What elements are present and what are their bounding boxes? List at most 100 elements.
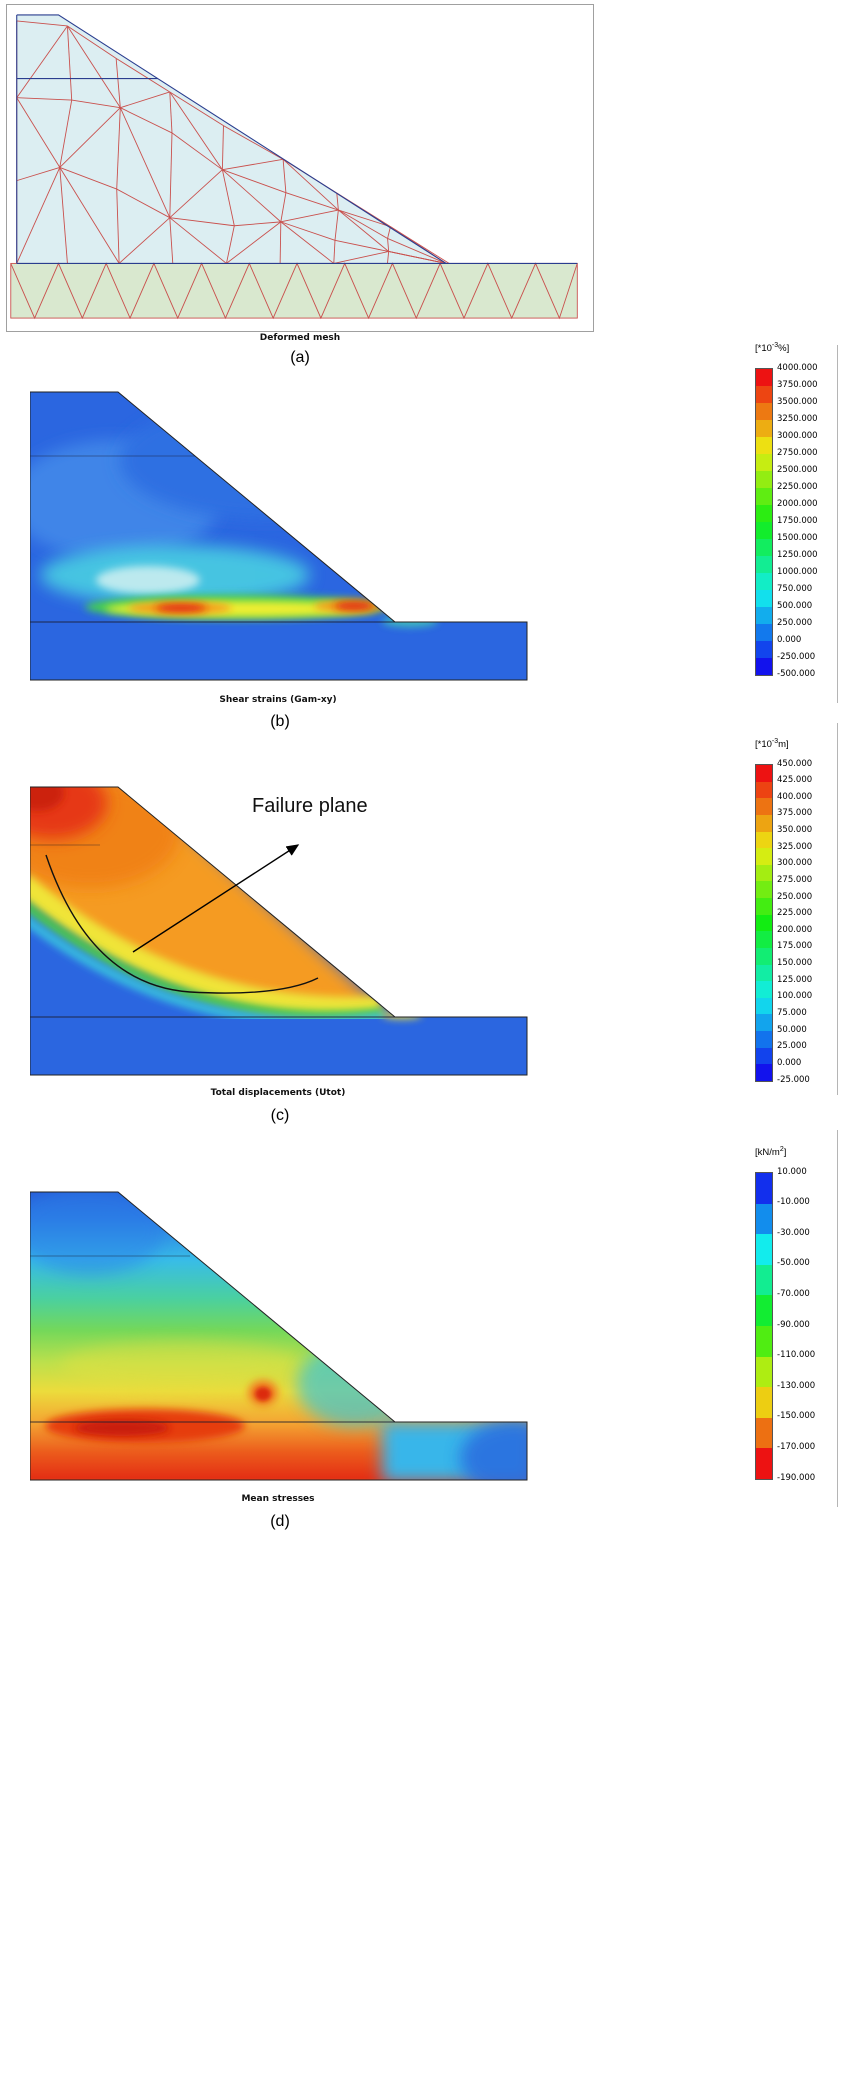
unit-suffix: ]	[783, 1147, 787, 1159]
legend-color-band	[756, 471, 772, 488]
legend-color-band	[756, 1264, 772, 1296]
color-legend-displacements: [*10-3m] 450.000 425.000 400.000 375.000 350…	[755, 738, 841, 1085]
legend-tick-label: 750.000	[777, 583, 813, 594]
deformed-mesh-panel	[6, 4, 594, 332]
legend-tick-label: -250.000	[777, 651, 816, 662]
legend-color-band	[756, 556, 772, 573]
legend-tick-label: 175.000	[777, 941, 813, 952]
legend-color-band	[756, 1064, 772, 1081]
legend-tick-labels: 450.000 425.000 400.000 375.000 350.000 325.0…	[777, 759, 839, 1085]
legend-color-band	[756, 386, 772, 403]
soil-boundary-outline	[30, 1191, 528, 1481]
legend-tick-label: 0.000	[777, 1057, 802, 1068]
color-legend-mean-stresses: [kN/m2] 10.000 -10.000 -30.000 -50.000 -70.0…	[755, 1146, 841, 1483]
legend-color-band	[756, 914, 772, 932]
legend-tick-label: 400.000	[777, 791, 813, 802]
legend-tick-label: -10.000	[777, 1197, 810, 1208]
legend-color-band	[756, 369, 772, 386]
legend-tick-label: 100.000	[777, 991, 813, 1002]
unit-exponent: -3	[771, 738, 779, 745]
legend-tick-label: 325.000	[777, 841, 813, 852]
soil-boundary-outline	[30, 391, 528, 681]
legend-tick-label: 3500.000	[777, 396, 818, 407]
legend-color-bar	[755, 1172, 773, 1480]
unit-suffix: m]	[778, 739, 789, 751]
legend-color-band	[756, 931, 772, 948]
legend-tick-label: -130.000	[777, 1380, 816, 1391]
legend-color-band	[756, 1356, 772, 1388]
original-geometry-outline	[16, 14, 578, 264]
legend-tick-label: 500.000	[777, 600, 813, 611]
legend-color-band	[756, 1417, 772, 1449]
legend-color-band	[756, 573, 772, 590]
legend-color-band	[756, 1234, 772, 1265]
legend-color-band	[756, 590, 772, 607]
legend-tick-label: 2750.000	[777, 447, 818, 458]
legend-tick-label: -190.000	[777, 1472, 816, 1483]
embankment-region	[16, 14, 447, 264]
legend-color-band	[756, 539, 772, 556]
legend-color-band	[756, 624, 772, 641]
legend-color-band	[756, 437, 772, 454]
subfigure-label-a: (a)	[290, 349, 310, 366]
color-legend-shear-strains: [*10-3%] 4000.000 3750.000 3500.000 3250.00…	[755, 342, 841, 678]
legend-tick-label: 225.000	[777, 908, 813, 919]
failure-plane-annotation: Failure plane	[252, 795, 368, 817]
legend-tick-label: -25.000	[777, 1074, 810, 1085]
shear-strain-contours	[30, 392, 527, 680]
legend-color-band	[756, 1387, 772, 1418]
legend-unit-label: [*10-3m]	[755, 738, 841, 752]
legend-color-band	[756, 864, 772, 882]
legend-tick-label: 0.000	[777, 634, 802, 645]
unit-prefix: [*10	[755, 739, 772, 751]
legend-color-band	[756, 848, 772, 865]
legend-color-band	[756, 641, 772, 658]
legend-color-band	[756, 1014, 772, 1031]
legend-tick-label: 2500.000	[777, 464, 818, 475]
legend-color-band	[756, 607, 772, 624]
legend-color-band	[756, 798, 772, 815]
subfigure-label-b: (b)	[270, 713, 290, 730]
legend-tick-label: 300.000	[777, 858, 813, 869]
legend-tick-label: 25.000	[777, 1041, 807, 1052]
legend-tick-label: 3000.000	[777, 430, 818, 441]
finite-element-mesh	[10, 20, 578, 320]
legend-color-band	[756, 1203, 772, 1235]
legend-color-band	[756, 403, 772, 420]
legend-tick-label: 200.000	[777, 924, 813, 935]
total-displacement-contour-plot	[30, 785, 530, 1077]
legend-tick-label: 3750.000	[777, 379, 818, 390]
legend-color-band	[756, 765, 772, 782]
legend-tick-label: -150.000	[777, 1411, 816, 1422]
legend-color-band	[756, 981, 772, 998]
legend-tick-label: 150.000	[777, 958, 813, 969]
legend-tick-label: 75.000	[777, 1007, 807, 1018]
caption-mean-stresses: Mean stresses	[241, 1494, 315, 1504]
legend-tick-label: 125.000	[777, 974, 813, 985]
caption-deformed-mesh: Deformed mesh	[259, 333, 341, 343]
unit-exponent: 2	[779, 1146, 784, 1153]
legend-tick-label: 1000.000	[777, 566, 818, 577]
legend-color-band	[756, 1295, 772, 1326]
legend-color-band	[756, 1325, 772, 1357]
unit-prefix: [*10	[755, 343, 772, 355]
legend-tick-label: 4000.000	[777, 362, 818, 373]
unit-exponent: -3	[771, 342, 779, 349]
legend-tick-label: 425.000	[777, 775, 813, 786]
legend-tick-label: -50.000	[777, 1258, 810, 1269]
legend-tick-label: 1750.000	[777, 515, 818, 526]
legend-tick-labels: 10.000 -10.000 -30.000 -50.000 -70.000 -90.00…	[777, 1167, 839, 1483]
foundation-region	[10, 263, 578, 319]
legend-tick-label: -170.000	[777, 1441, 816, 1452]
legend-tick-labels: 4000.000 3750.000 3500.000 3250.000 3000.000…	[777, 363, 839, 678]
caption-shear-strains: Shear strains (Gam-xy)	[219, 695, 337, 705]
legend-color-band	[756, 1448, 772, 1479]
legend-tick-label: 275.000	[777, 874, 813, 885]
legend-tick-label: -90.000	[777, 1319, 810, 1330]
legend-color-bar	[755, 368, 773, 676]
legend-color-band	[756, 454, 772, 471]
legend-color-band	[756, 964, 772, 982]
legend-tick-label: 10.000	[777, 1166, 807, 1177]
subfigure-label-c: (c)	[270, 1107, 290, 1124]
window-edge-rule	[837, 345, 838, 703]
